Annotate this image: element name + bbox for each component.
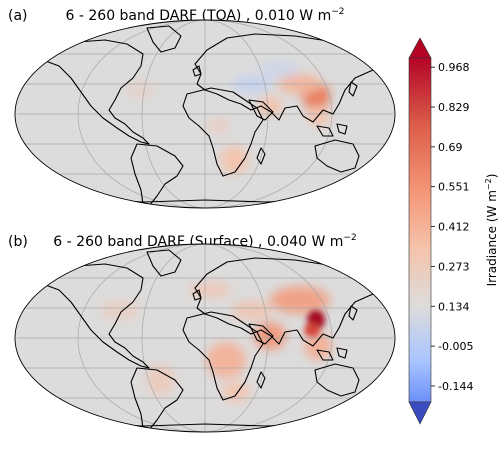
anomaly-a-central-africa: [206, 118, 230, 134]
map-b-border: [14, 243, 396, 433]
colorbar-extend-max: [408, 37, 432, 59]
anomaly-b-south-america: [146, 364, 174, 396]
colorbar-label-text: Irradiance (W m: [485, 190, 499, 286]
colorbar-label-close: ): [485, 174, 499, 179]
panel-b-title-sup: −2: [343, 233, 356, 243]
colorbar-tick-label: 0.968: [438, 61, 470, 74]
anomaly-b-europe: [188, 282, 232, 298]
anomaly-b-southern-africa: [222, 382, 250, 402]
panel-a-title: 6 - 260 band DARF (TOA) , 0.010 W m−2: [66, 7, 345, 24]
panel-b-label: (b): [8, 234, 28, 250]
anomaly-a-india: [258, 96, 282, 116]
anomaly-a-central-asia: [260, 62, 300, 78]
colorbar-label-sup: −2: [484, 178, 493, 190]
colorbar-tick-label: -0.005: [438, 340, 473, 353]
colorbar-tick-label: 0.69: [438, 141, 463, 154]
panel-a-label: (a): [8, 8, 28, 24]
anomaly-b-middle-east: [232, 300, 272, 320]
anomaly-b-east-china-halo: [304, 323, 320, 337]
map-panel-a: [14, 19, 396, 209]
anomaly-b-se-asia: [304, 332, 332, 360]
anomaly-a-southern-africa: [220, 146, 248, 174]
panel-a-title-sup: −2: [331, 7, 344, 17]
colorbar-tick-label: -0.144: [438, 380, 473, 393]
colorbar: 0.968 0.829 0.69 0.551 0.412 0.273 0.134 -0.005…: [408, 37, 499, 425]
map-b-field: [16, 244, 394, 432]
anomaly-a-north-america: [126, 80, 154, 100]
colorbar-tick-label: 0.273: [438, 260, 470, 273]
colorbar-ticks: 0.968 0.829 0.69 0.551 0.412 0.273 0.134 -0.005…: [431, 61, 473, 393]
map-a-field: [16, 20, 394, 208]
colorbar-gradient: [408, 57, 432, 403]
colorbar-tick-label: 0.551: [438, 181, 470, 194]
map-b-anomalies: [100, 282, 332, 402]
colorbar-extend-min: [408, 401, 432, 425]
colorbar-tick-label: 0.412: [438, 221, 470, 234]
map-a-border: [14, 19, 396, 209]
colorbar-tick-label: 0.829: [438, 101, 470, 114]
map-panel-b: [14, 243, 396, 433]
panel-a-title-text: 6 - 260 band DARF (TOA) , 0.010 W m: [66, 8, 332, 24]
colorbar-tick-label: 0.134: [438, 300, 470, 313]
colorbar-label: Irradiance (W m−2): [484, 174, 499, 287]
panel-b-title-text: 6 - 260 band DARF (Surface) , 0.040 W m: [53, 234, 343, 250]
panel-b-title: 6 - 260 band DARF (Surface) , 0.040 W m−…: [53, 233, 356, 250]
anomaly-b-central-africa: [206, 342, 246, 378]
anomaly-b-china-broad: [270, 286, 330, 314]
anomaly-b-north-america: [100, 300, 140, 320]
